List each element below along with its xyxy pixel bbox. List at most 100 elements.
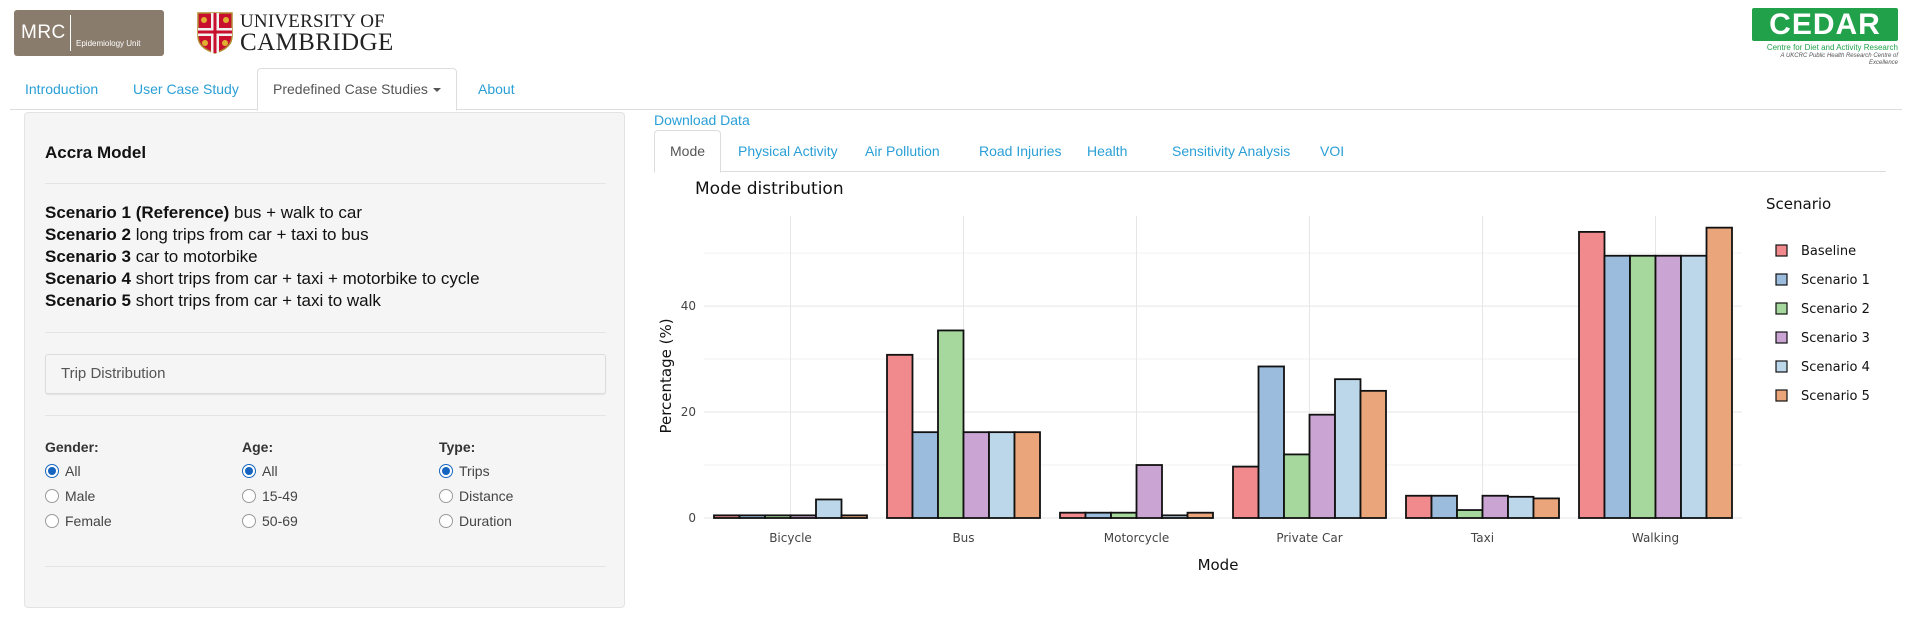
cedar-logo: CEDAR Centre for Diet and Activity Resea…	[1752, 8, 1900, 66]
bar-private-car-scenario-4[interactable]	[1334, 378, 1362, 519]
radio-icon[interactable]	[45, 514, 59, 528]
scenario-3-text: Scenario 3 car to motorbike	[45, 247, 258, 266]
age-option-15-49[interactable]: 15-49	[242, 485, 298, 510]
tab-voi[interactable]: VOI	[1320, 143, 1345, 159]
legend-swatch	[1775, 302, 1788, 315]
outcome-select[interactable]: Trip Distribution	[45, 354, 606, 394]
bar-motorcycle-baseline[interactable]	[1059, 511, 1087, 519]
age-option-50-69[interactable]: 50-69	[242, 510, 298, 535]
bar-bus-scenario-4[interactable]	[988, 431, 1016, 519]
chart-legend: Baseline Scenario 1 Scenario 2 Scenario 3 Sc…	[1775, 244, 1870, 404]
caret-down-icon	[432, 88, 441, 93]
gender-option-all[interactable]: All	[45, 460, 112, 485]
radio-checked-icon[interactable]	[45, 464, 59, 478]
tab-sensitivity-analysis[interactable]: Sensitivity Analysis	[1172, 143, 1291, 159]
bar-walking-scenario-4[interactable]	[1680, 254, 1708, 519]
bar-bus-scenario-3[interactable]	[962, 431, 990, 519]
radio-icon[interactable]	[439, 514, 453, 528]
radio-icon[interactable]	[45, 489, 59, 503]
bar-bicycle-scenario-3[interactable]	[789, 514, 817, 519]
legend-label: Scenario 1	[1801, 273, 1870, 288]
scenario-1-text: Scenario 1 (Reference) bus + walk to car	[45, 203, 363, 222]
cedar-logo-line2: A UKCRC Public Health Research Centre of…	[1780, 53, 1899, 66]
y-tick-label: 40	[681, 299, 696, 313]
radio-checked-icon[interactable]	[439, 464, 453, 478]
nav-user-case-study[interactable]: User Case Study	[133, 81, 239, 97]
cambridge-line2: CAMBRIDGE	[240, 29, 394, 56]
age-option-all[interactable]: All	[242, 460, 298, 485]
scenario-4-text: Scenario 4 short trips from car + taxi +…	[45, 269, 480, 288]
bar-motorcycle-scenario-3[interactable]	[1135, 464, 1163, 519]
nav-about[interactable]: About	[478, 81, 515, 97]
scenario-5-text: Scenario 5 short trips from car + taxi t…	[45, 291, 381, 310]
mrc-logo-name: MRC	[21, 22, 66, 43]
y-tick-label: 0	[688, 511, 696, 525]
bar-bus-baseline[interactable]	[886, 353, 914, 519]
radio-icon[interactable]	[242, 489, 256, 503]
x-axis-title: Mode	[1198, 556, 1239, 574]
bar-bus-scenario-5[interactable]	[1013, 431, 1041, 519]
tab-health[interactable]: Health	[1087, 143, 1128, 159]
bar-walking-scenario-5[interactable]	[1705, 226, 1733, 519]
type-option-duration[interactable]: Duration	[439, 510, 513, 535]
bar-taxi-scenario-2[interactable]	[1456, 509, 1484, 519]
legend-title: Scenario	[1766, 195, 1831, 213]
bar-walking-scenario-1[interactable]	[1603, 254, 1631, 519]
bar-bicycle-baseline[interactable]	[713, 514, 741, 519]
bar-private-car-scenario-3[interactable]	[1308, 413, 1336, 519]
legend-swatch	[1775, 360, 1788, 373]
bar-walking-scenario-3[interactable]	[1654, 254, 1682, 519]
chart-axes: 0 20 40 Bicycle Bus Motorcycle Private Car Taxi…	[681, 299, 1679, 545]
mrc-logo-separator	[70, 15, 71, 51]
y-tick-label: 20	[681, 405, 696, 419]
legend-label: Scenario 5	[1801, 389, 1870, 404]
type-option-distance[interactable]: Distance	[439, 485, 513, 510]
bar-taxi-scenario-5[interactable]	[1532, 497, 1560, 519]
bar-private-car-scenario-1[interactable]	[1257, 365, 1285, 519]
tab-physical-activity[interactable]: Physical Activity	[738, 143, 838, 159]
bar-bicycle-scenario-5[interactable]	[840, 514, 868, 519]
type-option-trips[interactable]: Trips	[439, 460, 513, 485]
legend-label: Scenario 4	[1801, 360, 1870, 375]
radio-icon[interactable]	[439, 489, 453, 503]
gender-label: Gender:	[45, 439, 99, 455]
nav-predefined-case-studies[interactable]: Predefined Case Studies	[257, 68, 457, 111]
bar-motorcycle-scenario-1[interactable]	[1084, 511, 1112, 519]
nav-introduction[interactable]: Introduction	[25, 81, 99, 97]
model-title: Accra Model	[45, 143, 147, 162]
bar-motorcycle-scenario-5[interactable]	[1186, 511, 1214, 519]
bar-private-car-baseline[interactable]	[1232, 465, 1260, 519]
mrc-logo-unit: Epidemiology Unit	[76, 39, 141, 48]
download-data-link[interactable]: Download Data	[654, 112, 750, 128]
legend-label: Scenario 3	[1801, 331, 1870, 346]
bar-taxi-scenario-4[interactable]	[1507, 495, 1535, 519]
tab-air-pollution[interactable]: Air Pollution	[865, 143, 940, 159]
bar-private-car-scenario-5[interactable]	[1359, 389, 1387, 519]
bar-bus-scenario-1[interactable]	[911, 431, 939, 519]
bar-bicycle-scenario-4[interactable]	[815, 498, 843, 519]
bar-taxi-baseline[interactable]	[1405, 494, 1433, 519]
gender-option-male[interactable]: Male	[45, 485, 112, 510]
type-radio-group: Type: Trips Distance Duration	[439, 439, 513, 535]
bar-walking-baseline[interactable]	[1578, 230, 1606, 519]
bar-motorcycle-scenario-2[interactable]	[1110, 511, 1138, 519]
bar-bicycle-scenario-1[interactable]	[738, 514, 766, 519]
cambridge-shield-icon	[197, 12, 233, 54]
bar-walking-scenario-2[interactable]	[1629, 254, 1657, 519]
tab-road-injuries[interactable]: Road Injuries	[979, 143, 1062, 159]
divider	[45, 566, 606, 567]
bar-motorcycle-scenario-4[interactable]	[1161, 514, 1189, 519]
bar-taxi-scenario-1[interactable]	[1430, 494, 1458, 519]
bar-bus-scenario-2[interactable]	[937, 329, 965, 519]
cedar-logo-name: CEDAR	[1769, 8, 1881, 41]
radio-icon[interactable]	[242, 514, 256, 528]
bar-taxi-scenario-3[interactable]	[1481, 494, 1509, 519]
radio-checked-icon[interactable]	[242, 464, 256, 478]
age-label: Age:	[242, 439, 274, 455]
legend-swatch	[1775, 244, 1788, 257]
gender-option-female[interactable]: Female	[45, 510, 112, 535]
tab-mode[interactable]: Mode	[654, 130, 722, 173]
bar-bicycle-scenario-2[interactable]	[764, 514, 792, 519]
bar-private-car-scenario-2[interactable]	[1283, 453, 1311, 519]
